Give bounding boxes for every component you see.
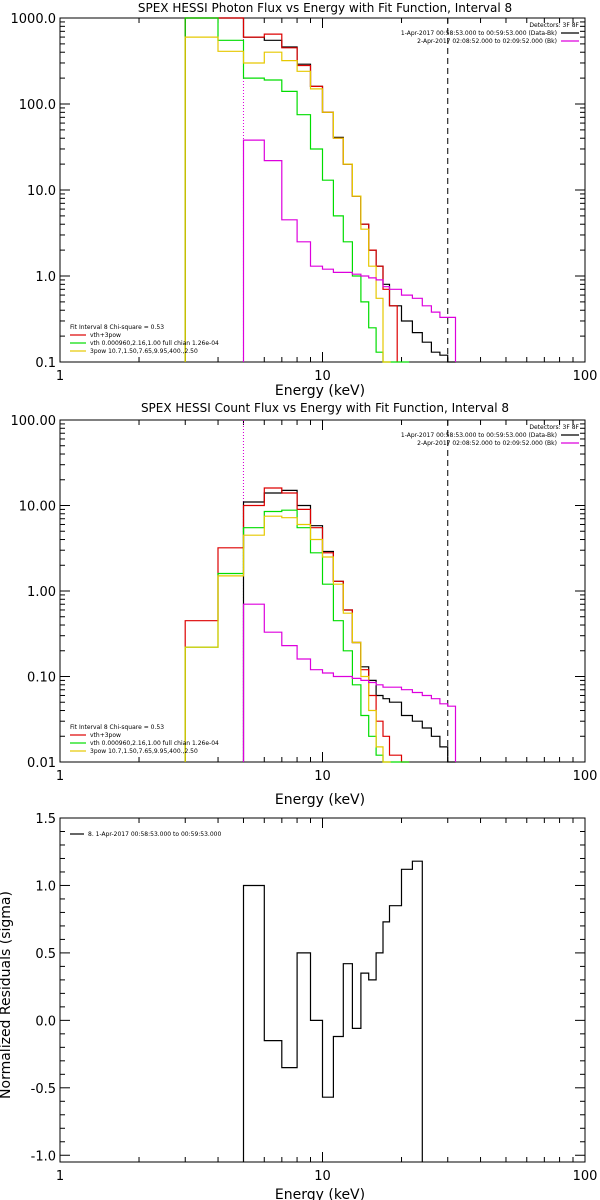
y-tick-label: 0.0 [35, 1014, 56, 1029]
y-tick-label: 0.5 [35, 947, 56, 962]
count-flux-panel: SPEX HESSI Count Flux vs Energy with Fit… [11, 401, 598, 808]
y-tick-label: 10.0 [27, 184, 56, 199]
y-tick-label: 1.00 [27, 585, 56, 600]
legend-entry-label: vth 0.000960,2.16,1.00 full chian 1.26e-… [90, 740, 219, 747]
y-tick-label: 0.01 [27, 756, 56, 771]
plot-frame [59, 817, 586, 1163]
plot-frame [59, 419, 586, 763]
y-tick-label: 0.10 [27, 671, 56, 686]
residuals-panel: Energy (keV) Normalized Residuals (sigma… [0, 812, 597, 1200]
series-3pow [184, 515, 391, 763]
x-tick-label: 10 [314, 769, 331, 784]
x-tick-label: 1 [56, 1169, 64, 1184]
series-3pow [184, 36, 391, 363]
legend-entry-label: 2-Apr-2017 02:08:52.000 to 02:09:52.000 … [417, 38, 557, 45]
legend-entry-label: 3pow 10.7,1.50,7.65,9.95,400.,2.50 [90, 748, 198, 755]
series-bk [242, 139, 457, 362]
x-tick-label: 100 [573, 369, 598, 384]
legend-entry-label: 1-Apr-2017 00:58:53.000 to 00:59:53.000 … [401, 432, 557, 439]
x-tick-label: 10 [314, 1169, 331, 1184]
legend-entry-label: vth+3pow [90, 332, 121, 339]
residuals-xlabel: Energy (keV) [275, 1187, 365, 1200]
y-tick-label: 100.0 [19, 98, 56, 113]
legend-entry-label: vth+3pow [90, 732, 121, 739]
x-tick-label: 100 [573, 1169, 598, 1184]
photon-flux-title: SPEX HESSI Photon Flux vs Energy with Fi… [138, 1, 512, 15]
legend-entry-label: 8. 1-Apr-2017 00:58:53.000 to 00:59:53.0… [88, 831, 221, 838]
y-tick-label: 1000.0 [11, 12, 57, 27]
series-data-bk [184, 17, 456, 363]
photon-flux-panel: SPEX HESSI Photon Flux vs Energy with Fi… [11, 1, 598, 399]
series-bk [242, 603, 457, 762]
y-tick-label: 0.1 [35, 356, 56, 371]
x-tick-label: 10 [314, 369, 331, 384]
x-tick-label: 1 [56, 369, 64, 384]
series-8-1-apr-2017-00-58-53-000-to-00-59-53-000 [242, 860, 423, 1162]
count-flux-title: SPEX HESSI Count Flux vs Energy with Fit… [141, 401, 509, 415]
y-tick-label: 100.00 [11, 414, 57, 429]
legend-header: Detectors: 3F 8F [529, 424, 579, 431]
legend-entry-label: vth 0.000960,2.16,1.00 full chian 1.26e-… [90, 340, 219, 347]
y-tick-label: 1.0 [35, 879, 56, 894]
legend-entry-label: 1-Apr-2017 00:58:53.000 to 00:59:53.000 … [401, 30, 557, 37]
y-tick-label: 1.5 [35, 812, 56, 827]
y-tick-label: 10.00 [19, 500, 56, 515]
legend-entry-label: 3pow 10.7,1.50,7.65,9.95,400.,2.50 [90, 348, 198, 355]
plot-frame [59, 17, 586, 363]
residuals-ylabel: Normalized Residuals (sigma) [0, 891, 14, 1099]
count-flux-xlabel: Energy (keV) [275, 792, 365, 808]
series-vth [184, 17, 410, 363]
legend-header: Detectors: 3F 8F [529, 22, 579, 29]
legend-entry-label: 2-Apr-2017 02:08:52.000 to 02:09:52.000 … [417, 440, 557, 447]
y-tick-label: -0.5 [31, 1082, 56, 1097]
x-tick-label: 100 [573, 769, 598, 784]
y-tick-label: -1.0 [31, 1149, 56, 1164]
series-vth-3pow [184, 17, 398, 362]
fit-legend-header: Fit Interval 8 Chi-square = 0.53 [70, 324, 164, 331]
x-tick-label: 1 [56, 769, 64, 784]
series-data-bk [242, 489, 456, 763]
photon-flux-xlabel: Energy (keV) [275, 383, 365, 399]
y-tick-label: 1.0 [35, 270, 56, 285]
fit-legend-header: Fit Interval 8 Chi-square = 0.53 [70, 724, 164, 731]
